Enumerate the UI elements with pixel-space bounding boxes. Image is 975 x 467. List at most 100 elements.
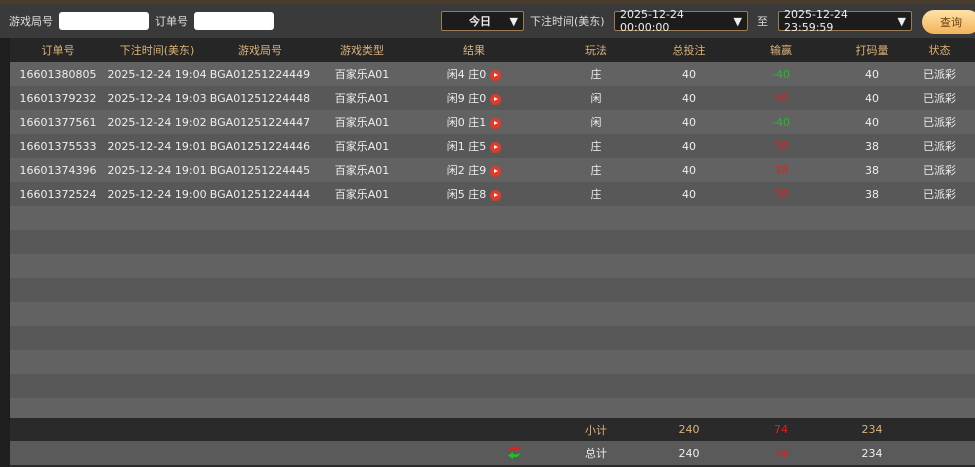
cell-bet-text: 40 xyxy=(682,187,696,201)
cell-order: 16601379232 xyxy=(10,92,106,105)
column-header: 输赢 xyxy=(770,44,792,57)
cell-win: -40 xyxy=(722,68,840,81)
refresh-icon[interactable] xyxy=(506,444,522,462)
cell-round: BGA01251224444 xyxy=(208,188,312,201)
column-header: 打码量 xyxy=(855,44,889,57)
cell-time-text: 2025-12-24 19:00 xyxy=(107,187,207,201)
cell-play-text: 庄 xyxy=(590,68,602,81)
cell-code-text: 40 xyxy=(865,67,879,81)
end-time-select[interactable]: 2025-12-24 23:59:59 ▼ xyxy=(778,8,912,34)
subtotal-win: 74 xyxy=(722,423,840,436)
cell-win: 38 xyxy=(722,164,840,177)
cell-play-text: 闲 xyxy=(590,116,602,129)
cell-play-text: 庄 xyxy=(590,140,602,153)
cell-order: 16601380805 xyxy=(10,68,106,81)
to-label: 至 xyxy=(757,15,768,28)
cell-bet: 40 xyxy=(656,92,722,105)
order-label: 订单号 xyxy=(155,15,188,28)
cell-code: 38 xyxy=(840,140,904,153)
subtotal-code-text: 234 xyxy=(861,423,883,436)
cell-time-text: 2025-12-24 19:04 xyxy=(107,67,207,81)
cell-round: BGA01251224447 xyxy=(208,116,312,129)
column-header: 总投注 xyxy=(672,44,706,57)
cell-type-text: 百家乐A01 xyxy=(334,164,390,177)
query-button[interactable]: 查询 xyxy=(922,10,975,34)
cell-play: 闲 xyxy=(536,114,656,130)
table-header: 订单号 下注时间(美东) 游戏局号 游戏类型 结果 玩法 总投注 输赢 打码量 状态 xyxy=(10,38,975,62)
table-row[interactable]: 16601374396 2025-12-24 19:01 BGA0125122444… xyxy=(10,158,975,182)
total-win: 74 xyxy=(722,447,840,460)
cell-status-text: 已派彩 xyxy=(923,164,956,177)
cell-bet-text: 40 xyxy=(682,163,696,177)
empty-row xyxy=(10,398,975,418)
order-input[interactable] xyxy=(194,12,274,30)
chevron-down-icon: ▼ xyxy=(509,14,518,28)
subtotal-bet-text: 240 xyxy=(678,423,700,436)
start-time-select[interactable]: 2025-12-24 00:00:00 ▼ xyxy=(614,8,748,34)
period-select[interactable]: 今日 ▼ xyxy=(441,11,524,31)
table-row[interactable]: 16601372524 2025-12-24 19:00 BGA0125122444… xyxy=(10,182,975,206)
table-row[interactable]: 16601379232 2025-12-24 19:03 BGA0125122444… xyxy=(10,86,975,110)
cell-play: 闲 xyxy=(536,90,656,106)
cell-round: BGA01251224448 xyxy=(208,92,312,105)
play-replay-icon[interactable] xyxy=(490,117,502,129)
cell-type: 百家乐A01 xyxy=(312,162,412,178)
cell-win-text: -40 xyxy=(772,67,790,81)
column-header: 游戏类型 xyxy=(340,44,384,57)
cell-time: 2025-12-24 19:04 xyxy=(106,68,208,81)
cell-time-text: 2025-12-24 19:02 xyxy=(107,115,207,129)
empty-row xyxy=(10,206,975,230)
round-input[interactable] xyxy=(59,12,149,30)
cell-code: 38 xyxy=(840,164,904,177)
cell-play: 庄 xyxy=(536,66,656,82)
cell-type: 百家乐A01 xyxy=(312,138,412,154)
cell-result-text: 闲0 庄1 xyxy=(446,116,487,129)
cell-result: 闲1 庄5 xyxy=(412,138,536,154)
cell-status: 已派彩 xyxy=(904,66,975,82)
cell-status-text: 已派彩 xyxy=(923,188,956,201)
cell-time-text: 2025-12-24 19:03 xyxy=(107,91,207,105)
cell-round-text: BGA01251224449 xyxy=(209,67,311,81)
play-replay-icon[interactable] xyxy=(490,69,502,81)
cell-result: 闲2 庄9 xyxy=(412,162,536,178)
cell-type-text: 百家乐A01 xyxy=(334,68,390,81)
cell-win-text: 40 xyxy=(774,91,788,105)
cell-time: 2025-12-24 19:01 xyxy=(106,164,208,177)
cell-play-text: 闲 xyxy=(590,92,602,105)
cell-win-text: 38 xyxy=(774,163,788,177)
cell-status: 已派彩 xyxy=(904,114,975,130)
play-replay-icon[interactable] xyxy=(490,189,502,201)
cell-status-text: 已派彩 xyxy=(923,140,956,153)
total-label: 总计 xyxy=(536,445,656,461)
table-row[interactable]: 16601375533 2025-12-24 19:01 BGA0125122444… xyxy=(10,134,975,158)
chevron-down-icon: ▼ xyxy=(897,14,906,28)
cell-bet-text: 40 xyxy=(682,91,696,105)
cell-result: 闲4 庄0 xyxy=(412,66,536,82)
cell-status: 已派彩 xyxy=(904,138,975,154)
cell-order-text: 16601372524 xyxy=(19,187,97,201)
cell-play-text: 庄 xyxy=(590,164,602,177)
play-replay-icon[interactable] xyxy=(490,141,502,153)
cell-status-text: 已派彩 xyxy=(923,116,956,129)
cell-win-text: -40 xyxy=(772,115,790,129)
cell-order-text: 16601377561 xyxy=(19,115,97,129)
left-edge xyxy=(0,38,10,467)
table-row[interactable]: 16601380805 2025-12-24 19:04 BGA0125122444… xyxy=(10,62,975,86)
cell-round-text: BGA01251224448 xyxy=(209,91,311,105)
cell-code: 40 xyxy=(840,68,904,81)
cell-result-text: 闲4 庄0 xyxy=(446,68,487,81)
play-replay-icon[interactable] xyxy=(490,93,502,105)
cell-play-text: 庄 xyxy=(590,188,602,201)
cell-bet-text: 40 xyxy=(682,67,696,81)
cell-bet: 40 xyxy=(656,116,722,129)
cell-win-text: 38 xyxy=(774,187,788,201)
chevron-down-icon: ▼ xyxy=(733,14,742,28)
cell-time: 2025-12-24 19:00 xyxy=(106,188,208,201)
subtotal-row: 小计 240 74 234 xyxy=(10,418,975,441)
cell-result-text: 闲1 庄5 xyxy=(446,140,487,153)
cell-type: 百家乐A01 xyxy=(312,186,412,202)
column-header: 状态 xyxy=(928,44,951,57)
table-row[interactable]: 16601377561 2025-12-24 19:02 BGA0125122444… xyxy=(10,110,975,134)
play-replay-icon[interactable] xyxy=(490,165,502,177)
cell-type: 百家乐A01 xyxy=(312,114,412,130)
